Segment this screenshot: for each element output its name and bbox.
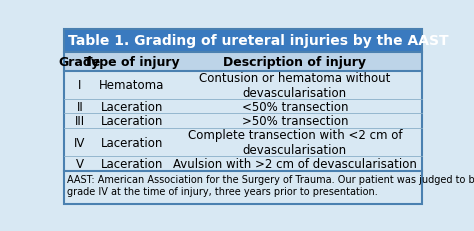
Text: Laceration: Laceration	[100, 136, 163, 149]
Bar	[64, 114, 422, 129]
Bar	[64, 71, 422, 99]
Bar	[64, 157, 422, 171]
Text: III: III	[75, 115, 85, 128]
Text: V: V	[76, 158, 84, 170]
Bar	[64, 30, 422, 53]
Text: Table 1. Grading of ureteral injuries by the AAST: Table 1. Grading of ureteral injuries by…	[68, 34, 449, 48]
Bar	[64, 53, 422, 71]
Text: Hematoma: Hematoma	[99, 79, 164, 92]
Bar	[64, 171, 422, 194]
Text: Complete transection with <2 cm of
devascularisation: Complete transection with <2 cm of devas…	[188, 129, 402, 157]
Text: Description of injury: Description of injury	[223, 55, 366, 68]
Text: IV: IV	[74, 136, 85, 149]
Text: Avulsion with >2 cm of devascularisation: Avulsion with >2 cm of devascularisation	[173, 158, 417, 170]
Text: Grade: Grade	[59, 55, 101, 68]
Text: >50% transection: >50% transection	[242, 115, 348, 128]
Text: Type of injury: Type of injury	[84, 55, 180, 68]
Text: Laceration: Laceration	[100, 100, 163, 113]
Bar	[64, 129, 422, 157]
Text: Contusion or hematoma without
devascularisation: Contusion or hematoma without devascular…	[199, 71, 391, 99]
Text: Laceration: Laceration	[100, 115, 163, 128]
Bar	[64, 99, 422, 114]
Text: <50% transection: <50% transection	[242, 100, 348, 113]
Text: AAST: American Association for the Surgery of Trauma. Our patient was judged to : AAST: American Association for the Surge…	[66, 174, 474, 196]
Text: II: II	[76, 100, 83, 113]
Text: I: I	[78, 79, 82, 92]
Text: Laceration: Laceration	[100, 158, 163, 170]
